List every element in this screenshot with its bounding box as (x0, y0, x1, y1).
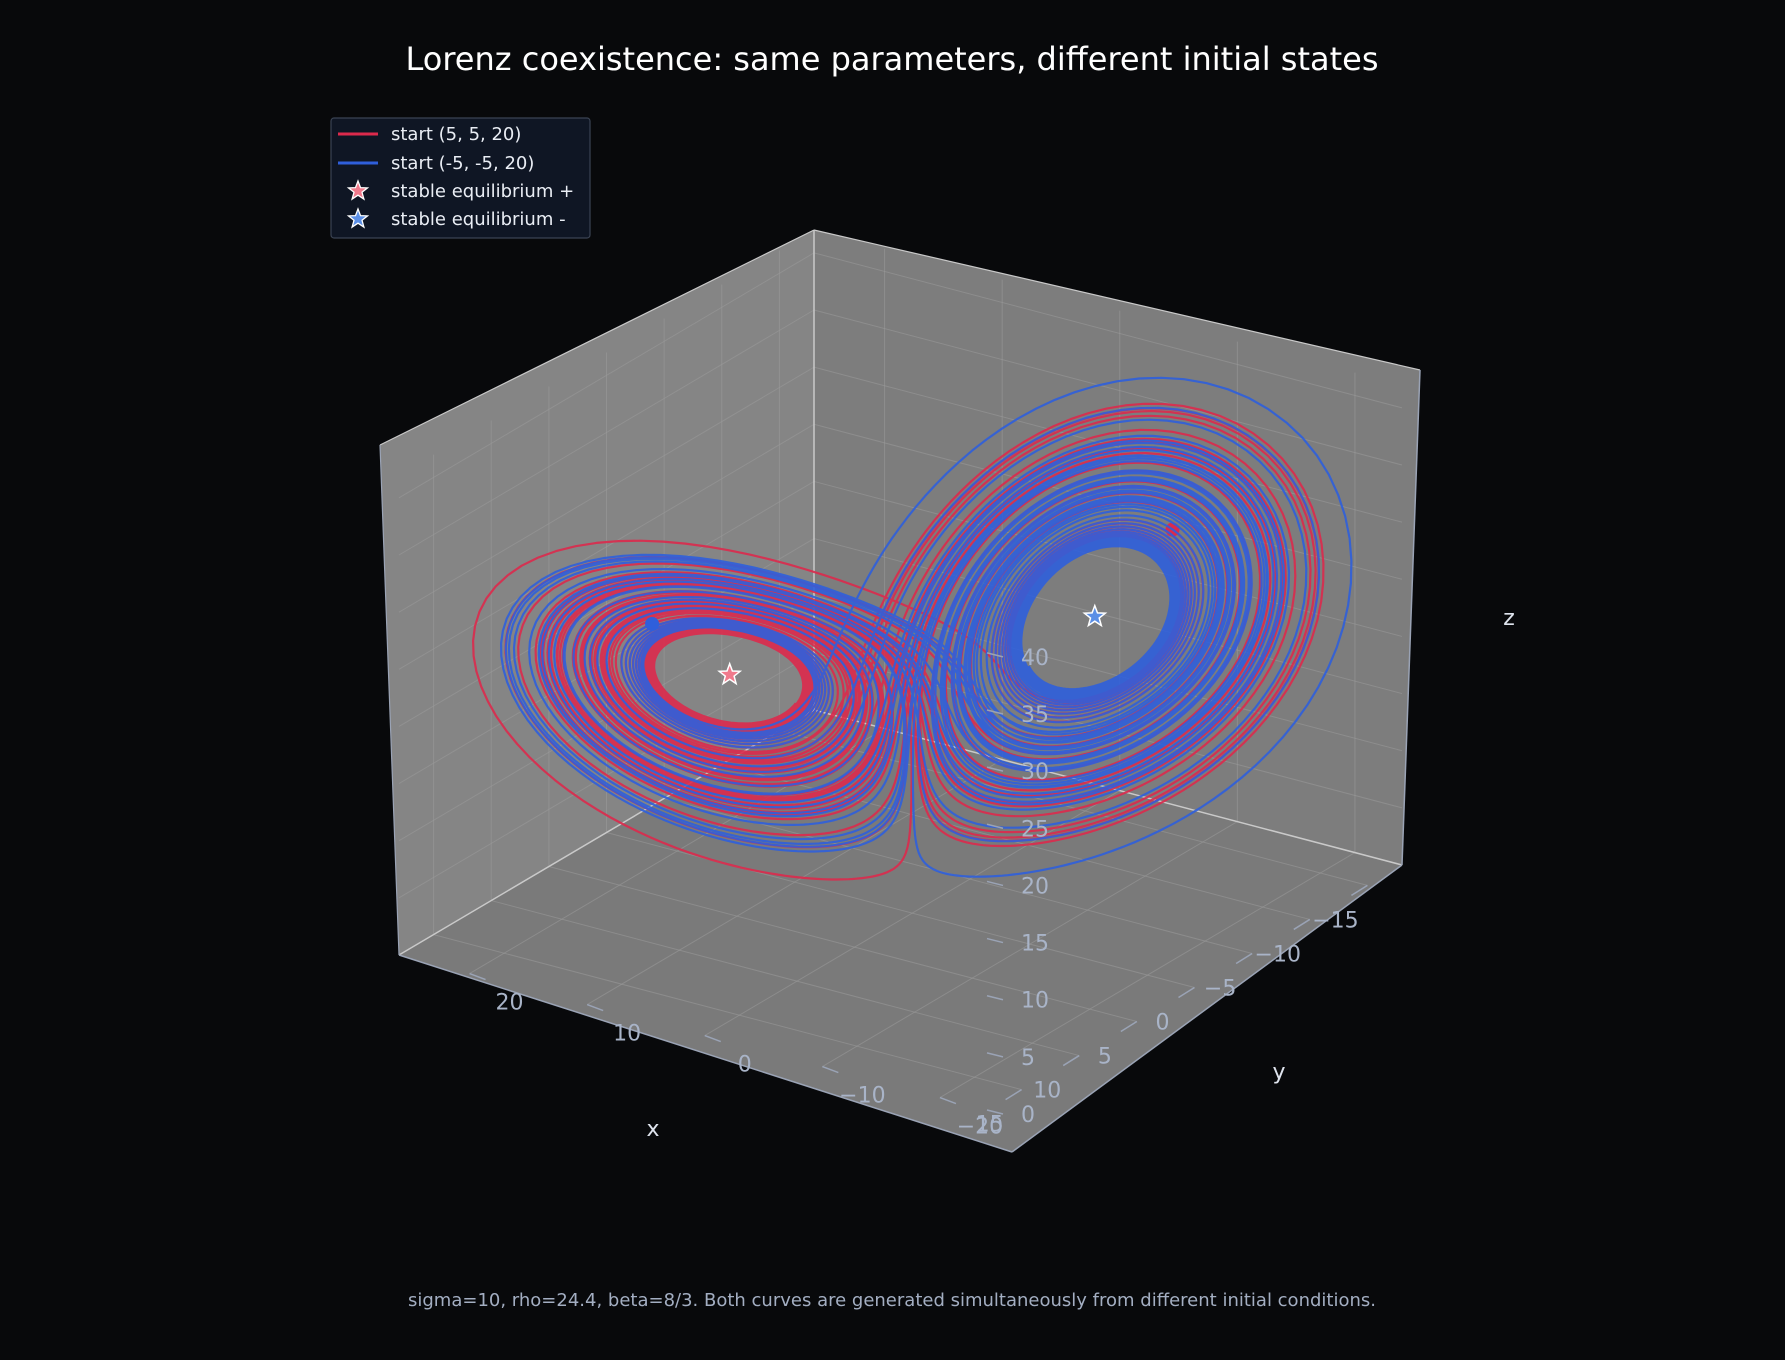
z-tick-5 (986, 823, 1004, 830)
x-tick-label: 0 (1156, 1011, 1170, 1036)
x-tick-label: −5 (1204, 976, 1236, 1001)
chart-title: Lorenz coexistence: same parameters, dif… (405, 40, 1378, 78)
x-tick-label: 5 (1098, 1045, 1112, 1070)
x-tick-1 (1293, 918, 1311, 931)
trajectories (472, 376, 1353, 881)
trajectory-series-2 (500, 376, 1353, 878)
grid-floor-y-2 (704, 790, 1121, 1037)
legend-star-plus-shape (346, 179, 370, 201)
trajectory-endpoint-2 (645, 616, 660, 631)
z-tick-8 (986, 652, 1004, 658)
y-tick-4 (469, 972, 486, 981)
z-tick-label: 0 (1021, 1103, 1035, 1128)
grid-left-z-5 (398, 423, 815, 670)
y-tick-2 (704, 1034, 722, 1043)
y-tick-label: −10 (839, 1084, 885, 1109)
y-tick-label: 10 (613, 1022, 641, 1047)
z-tick-3 (986, 937, 1004, 944)
x-tick-label: −10 (1255, 942, 1301, 967)
legend-label-equilibrium-minus: stable equilibrium - (391, 209, 566, 230)
legend-star-equilibrium-minus (346, 207, 370, 229)
legend-star-minus-shape (346, 207, 370, 229)
grid-back-z-4 (813, 480, 1403, 637)
z-tick-label: 35 (1021, 703, 1049, 728)
grid-left-z-4 (398, 480, 815, 727)
x-tick-6 (1005, 1088, 1022, 1101)
z-tick-7 (986, 709, 1004, 715)
z-axis-label: z (1503, 606, 1515, 631)
y-axis-line (1011, 864, 1403, 1153)
y-tick-label: −20 (957, 1115, 1003, 1140)
grid-back-z-8 (813, 252, 1403, 409)
x-tick-labels: −15 −10 −5 0 5 10 15 (976, 908, 1359, 1137)
z-tick-label: 5 (1021, 1046, 1035, 1071)
x-tick-0 (1351, 884, 1368, 897)
tick-marks (469, 652, 1368, 1115)
chart-caption: sigma=10, rho=24.4, beta=8/3. Both curve… (408, 1290, 1376, 1311)
grid-floor-y-1 (822, 821, 1238, 1068)
z-tick-label: 40 (1021, 646, 1049, 671)
y-tick-1 (822, 1065, 839, 1074)
z-tick-4 (986, 880, 1004, 887)
z-tick-2 (986, 994, 1004, 1001)
x-tick-3 (1178, 986, 1195, 999)
grid-left-z-8 (398, 252, 815, 499)
z-tick-label: 10 (1021, 989, 1049, 1014)
equilibrium-star-plus (717, 661, 743, 686)
x-axis-line (398, 954, 1013, 1153)
y-tick-0 (939, 1096, 957, 1105)
x-tick-4 (1120, 1020, 1138, 1033)
x-axis-label: x (646, 1117, 659, 1142)
axis-edge-top-left (379, 229, 815, 446)
z-tick-label: 25 (1021, 817, 1049, 842)
z-tick-label: 15 (1021, 932, 1049, 957)
legend-label-series-2: start (-5, -5, 20) (391, 153, 534, 174)
z-tick-label: 30 (1021, 760, 1049, 785)
grid-floor-y-3 (586, 759, 1003, 1006)
pane-floor (399, 710, 1402, 1152)
x-tick-5 (1062, 1054, 1080, 1067)
legend-star-equilibrium-plus (346, 179, 370, 201)
y-tick-label: 20 (496, 991, 524, 1016)
x-tick-label: 15 (976, 1113, 1004, 1138)
equilibrium-markers (717, 603, 1108, 686)
z-axis-line (1401, 369, 1421, 866)
grid-floor-x-5 (491, 900, 1080, 1057)
y-tick-3 (586, 1003, 604, 1012)
grid-left-z-7 (398, 309, 815, 556)
x-tick-label: −15 (1312, 908, 1358, 933)
y-tick-labels: −20 −10 0 10 20 (496, 991, 1004, 1140)
grid-floor-y-0 (939, 852, 1356, 1099)
axis-edge-left-vertical (379, 444, 400, 956)
z-tick-0 (986, 1109, 1004, 1115)
legend-box (330, 117, 591, 239)
y-axis-label: y (1272, 1060, 1285, 1085)
y-tick-label: 0 (738, 1053, 752, 1078)
z-tick-labels: 0 5 10 15 20 25 30 35 40 (1021, 646, 1049, 1128)
axis-edge-top-back (813, 229, 1421, 371)
legend-label-series-1: start (5, 5, 20) (391, 124, 521, 145)
legend: start (5, 5, 20) start (-5, -5, 20) stab… (330, 117, 591, 239)
equilibrium-star-minus (1082, 603, 1108, 628)
z-tick-label: 20 (1021, 874, 1049, 899)
x-tick-label: 10 (1033, 1079, 1061, 1104)
grid-left-z-6 (398, 366, 815, 613)
x-tick-2 (1235, 952, 1253, 965)
z-tick-1 (986, 1052, 1004, 1058)
grid-floor-x-4 (548, 866, 1137, 1023)
z-tick-6 (986, 766, 1004, 772)
grid-floor-x-6 (433, 934, 1022, 1091)
legend-label-equilibrium-plus: stable equilibrium + (391, 181, 574, 202)
